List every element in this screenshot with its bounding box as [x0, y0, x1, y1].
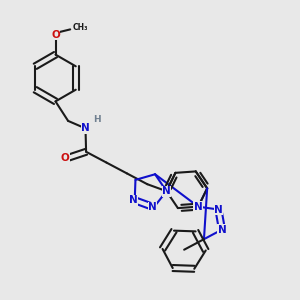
- Text: O: O: [60, 153, 69, 163]
- Text: N: N: [162, 186, 171, 196]
- Text: CH₃: CH₃: [73, 23, 88, 32]
- Text: N: N: [148, 202, 157, 212]
- Text: N: N: [129, 195, 137, 205]
- Text: H: H: [93, 116, 101, 124]
- Text: N: N: [218, 225, 226, 235]
- Text: O: O: [51, 29, 60, 40]
- Text: N: N: [81, 123, 90, 134]
- Text: N: N: [214, 205, 223, 214]
- Text: N: N: [194, 202, 203, 212]
